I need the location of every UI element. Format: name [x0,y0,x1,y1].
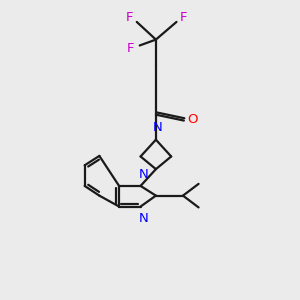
Text: N: N [139,212,148,225]
Text: O: O [187,112,197,126]
Text: N: N [152,122,162,134]
Text: F: F [126,11,133,24]
Text: F: F [127,42,135,55]
Text: F: F [180,11,188,24]
Text: N: N [139,168,148,181]
